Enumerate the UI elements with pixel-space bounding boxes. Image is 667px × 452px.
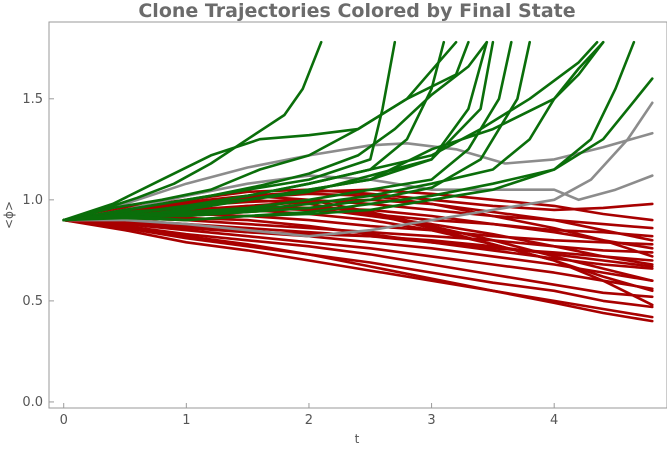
x-tick-label: 0 bbox=[60, 413, 68, 428]
x-axis: 0 1 2 3 4 bbox=[60, 403, 558, 428]
trajectory-line-gray bbox=[62, 101, 654, 238]
plot-frame bbox=[48, 21, 667, 409]
trajectory-line-green bbox=[62, 40, 397, 222]
trajectory-line-red bbox=[62, 218, 654, 323]
y-tick-label: 1.0 bbox=[22, 193, 43, 208]
trajectory-line-red bbox=[62, 194, 654, 282]
y-axis-label: <ϕ> bbox=[2, 201, 16, 229]
y-tick-label: 1.5 bbox=[22, 92, 43, 107]
trajectory-line-gray bbox=[62, 131, 654, 222]
trajectory-line-red bbox=[62, 218, 654, 291]
trajectory-line-green bbox=[62, 40, 495, 222]
x-axis-label: t bbox=[355, 432, 360, 446]
chart-title: Clone Trajectories Colored by Final Stat… bbox=[138, 0, 575, 22]
x-tick-label: 2 bbox=[305, 413, 313, 428]
trajectory-line-red bbox=[62, 218, 654, 309]
trajectory-line-red bbox=[62, 218, 654, 299]
y-tick-label: 0.5 bbox=[22, 294, 43, 309]
y-axis: 0.0 0.5 1.0 1.5 bbox=[22, 92, 54, 410]
x-tick-label: 1 bbox=[182, 413, 190, 428]
trajectory-line-red bbox=[62, 218, 654, 268]
x-tick-label: 4 bbox=[550, 413, 558, 428]
y-tick-label: 0.0 bbox=[22, 395, 43, 410]
trajectories bbox=[62, 40, 654, 323]
trajectory-line-green bbox=[62, 77, 654, 222]
trajectory-line-red bbox=[62, 218, 654, 319]
x-tick-label: 3 bbox=[427, 413, 435, 428]
trajectory-line-green bbox=[62, 40, 323, 222]
